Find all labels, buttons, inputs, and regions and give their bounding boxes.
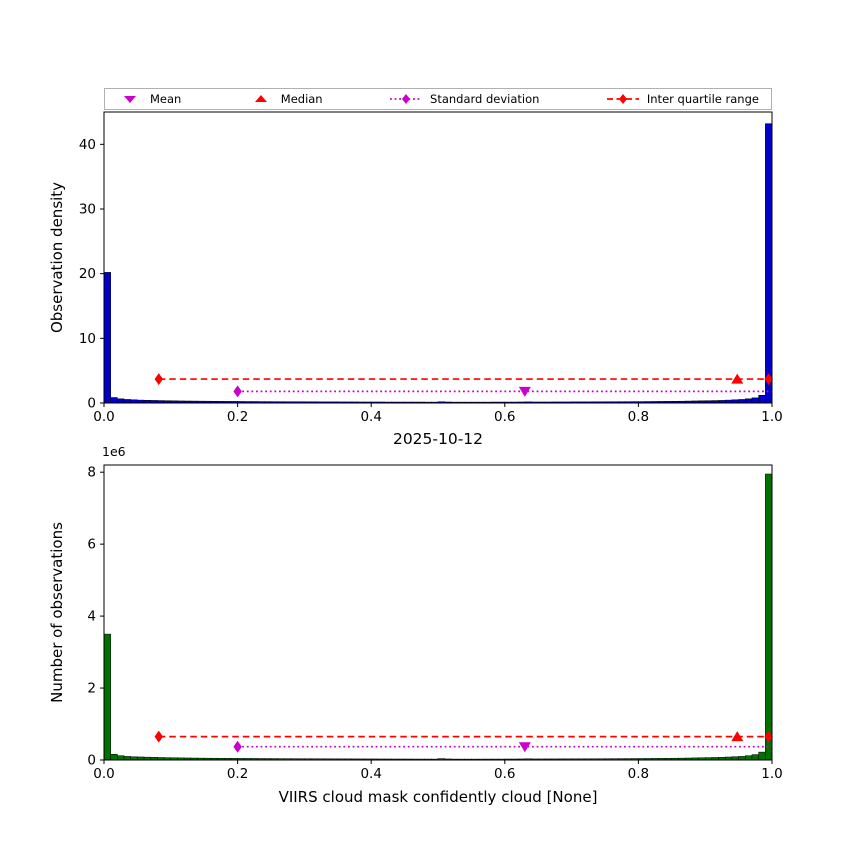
iqr-left-marker [154, 373, 163, 386]
legend-item-mean: Mean [117, 92, 181, 106]
thin-diamond-icon [402, 94, 411, 104]
y-tick-label: 4 [87, 609, 96, 625]
legend-label-mean: Mean [150, 92, 182, 106]
y-axis-title: Observation density [48, 182, 66, 333]
y-axis-title: Number of observations [48, 522, 66, 703]
median-marker [731, 373, 744, 384]
x-tick-label: 1.0 [761, 766, 782, 782]
std-left-marker [233, 740, 242, 753]
histogram-bar [110, 397, 118, 404]
legend-label-iqr: Inter quartile range [646, 92, 759, 106]
histogram-bar [103, 633, 111, 761]
y-tick-label: 2 [87, 681, 96, 697]
x-tick-label: 1.0 [761, 409, 782, 425]
y-axis-offset-label: 1e6 [102, 444, 126, 459]
y-tick-label: 0 [87, 753, 96, 769]
x-tick-label: 0.8 [628, 766, 649, 782]
x-tick-label: 0.4 [360, 409, 381, 425]
legend-item-iqr: Inter quartile range [606, 92, 759, 106]
triangle-up-icon [254, 95, 267, 102]
triangle-down-icon [124, 96, 136, 103]
histogram-bar [745, 398, 753, 404]
mean-marker [518, 386, 531, 397]
x-tick-label: 0.2 [227, 409, 248, 425]
axes-frame [103, 111, 773, 404]
x-axis-label: VIIRS cloud mask confidently cloud [None… [278, 788, 598, 806]
x-tick-label: 0.6 [494, 766, 515, 782]
histogram-bar [758, 751, 766, 761]
histogram-bar [745, 755, 753, 761]
iqr-right-marker [764, 373, 773, 386]
iqr-right-marker [764, 730, 773, 743]
histogram-bar [117, 398, 125, 404]
x-tick-label: 0.0 [93, 766, 114, 782]
y-tick-label: 8 [87, 465, 96, 481]
legend-item-std: Standard deviation [389, 92, 539, 106]
axes-frame [103, 464, 773, 761]
mean-marker-icon [124, 96, 136, 103]
histogram-bar [758, 394, 766, 404]
histogram-bar [765, 123, 773, 404]
y-tick-label: 40 [79, 137, 96, 153]
histogram-bar [123, 756, 131, 761]
x-tick-label: 0.4 [360, 766, 381, 782]
y-tick-label: 6 [87, 537, 96, 553]
x-tick-label: 0.8 [628, 409, 649, 425]
histogram-bar [751, 397, 759, 404]
histogram-bar [110, 753, 118, 761]
y-tick-label: 10 [79, 331, 96, 347]
y-tick-label: 0 [87, 396, 96, 412]
median-marker [731, 731, 744, 742]
thin-diamond-icon [618, 94, 627, 104]
std-left-marker [233, 385, 242, 398]
x-tick-label: 0.0 [93, 409, 114, 425]
legend-label-median: Median [280, 92, 323, 106]
histogram-bar [738, 399, 746, 404]
y-tick-label: 20 [79, 266, 96, 282]
legend: Mean Median Standard deviation Inter qua… [104, 88, 772, 110]
histogram-bar [123, 399, 131, 404]
legend-label-std: Standard deviation [430, 92, 540, 106]
y-tick-label: 30 [79, 202, 96, 218]
mean-marker [518, 742, 531, 753]
chart-title: 2025-10-12 [392, 430, 484, 448]
std-marker-icon [390, 94, 423, 104]
x-tick-label: 0.2 [227, 766, 248, 782]
iqr-left-marker [154, 730, 163, 743]
legend-item-median: Median [248, 92, 323, 106]
histogram-bar [103, 272, 111, 404]
iqr-marker-icon [606, 94, 639, 104]
median-marker-icon [254, 95, 267, 102]
histogram-bar [738, 756, 746, 761]
histogram-bar [765, 473, 773, 761]
x-tick-label: 0.6 [494, 409, 515, 425]
histogram-bar [751, 754, 759, 761]
histogram-bar [117, 755, 125, 761]
